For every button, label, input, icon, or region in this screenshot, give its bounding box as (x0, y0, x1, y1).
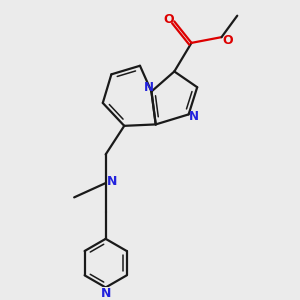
Text: O: O (222, 34, 232, 46)
Text: N: N (144, 81, 154, 94)
Text: N: N (107, 175, 117, 188)
Text: O: O (164, 14, 175, 26)
Text: N: N (100, 287, 111, 300)
Text: N: N (189, 110, 199, 123)
